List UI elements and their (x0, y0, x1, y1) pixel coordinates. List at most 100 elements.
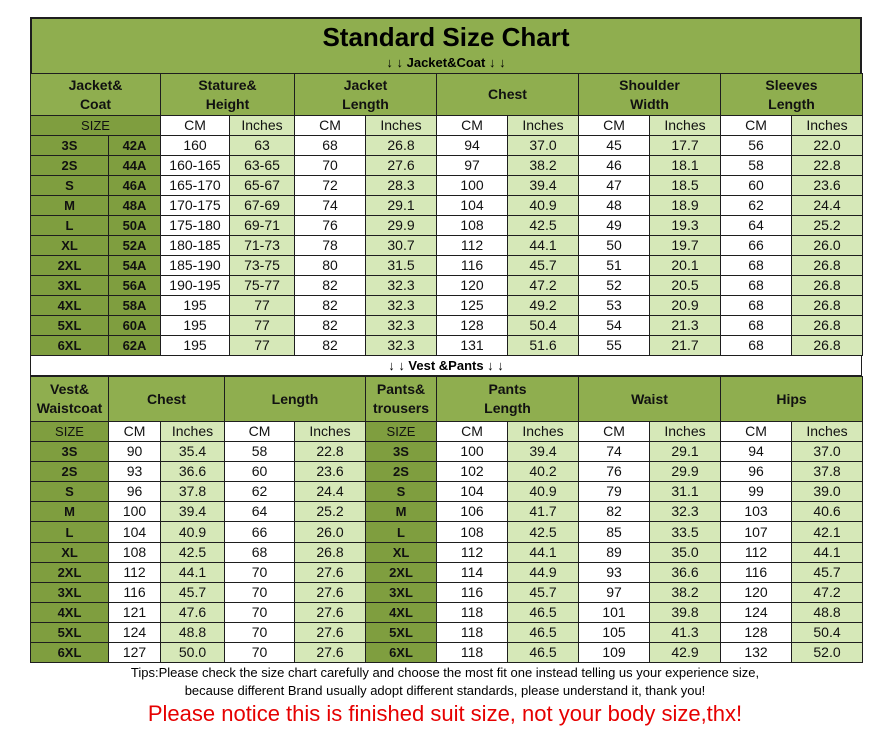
header-line: Length (768, 95, 815, 112)
value-cell: 124 (108, 622, 161, 643)
value-cell: 29.9 (365, 215, 437, 236)
value-cell: 80 (294, 255, 366, 276)
value-cell: 105 (578, 622, 650, 643)
value-cell: 26.8 (791, 315, 863, 336)
unit-header: SIZE (30, 115, 161, 136)
value-cell: 74 (578, 441, 650, 462)
value-cell: 58 (224, 441, 295, 462)
unit-header: Inches (507, 115, 579, 136)
value-cell: 42.5 (160, 542, 225, 563)
value-cell: 27.6 (294, 562, 366, 583)
value-cell: 175-180 (160, 215, 230, 236)
value-cell: 26.8 (791, 255, 863, 276)
value-cell: 42.5 (507, 521, 579, 543)
value-cell: 26.8 (791, 335, 863, 356)
value-cell: 56 (720, 135, 792, 156)
header-line: Waistcoat (36, 400, 103, 416)
value-cell: 76 (578, 461, 650, 482)
size-cell: 6XL (30, 335, 109, 356)
column-header: Chest (436, 73, 579, 116)
value-cell: 18.5 (649, 175, 721, 196)
value-cell: 37.0 (791, 441, 863, 462)
value-cell: 63 (229, 135, 295, 156)
value-cell: 160-165 (160, 155, 230, 176)
value-cell: 104 (436, 481, 508, 502)
value-cell: 28.3 (365, 175, 437, 196)
value-cell: 24.4 (294, 481, 366, 502)
value-cell: 45.7 (791, 562, 863, 583)
title-band (30, 17, 862, 73)
value-cell: 19.3 (649, 215, 721, 236)
value-cell: 47 (578, 175, 650, 196)
value-cell: 40.9 (160, 521, 225, 543)
value-cell: 78 (294, 235, 366, 256)
value-cell: 82 (578, 501, 650, 522)
value-cell: 68 (720, 255, 792, 276)
value-cell: 47.2 (507, 275, 579, 296)
value-cell: 20.5 (649, 275, 721, 296)
header-line: Chest (147, 390, 186, 407)
value-cell: 27.6 (365, 155, 437, 176)
header-line: Coat (79, 95, 112, 112)
value-cell: 112 (720, 542, 792, 563)
value-cell: 66 (224, 521, 295, 543)
value-cell: 26.0 (791, 235, 863, 256)
value-cell: 58 (720, 155, 792, 176)
value-cell: 42.5 (507, 215, 579, 236)
value-cell: 37.8 (791, 461, 863, 482)
unit-header: CM (578, 115, 650, 136)
value-cell: 32.3 (365, 315, 437, 336)
value-cell: 116 (436, 255, 508, 276)
value-cell: 99 (720, 481, 792, 502)
value-cell: 46.5 (507, 602, 579, 623)
value-cell: 45.7 (160, 582, 225, 603)
value-cell: 70 (224, 642, 295, 663)
value-cell: 35.4 (160, 441, 225, 462)
value-cell: 26.8 (791, 295, 863, 316)
value-cell: 50.4 (791, 622, 863, 643)
value-cell: 195 (160, 315, 230, 336)
unit-header: Inches (791, 421, 863, 442)
value-cell: 118 (436, 602, 508, 623)
value-cell: 24.4 (791, 195, 863, 216)
value-cell: 46.5 (507, 622, 579, 643)
value-cell: 32.3 (365, 275, 437, 296)
column-header: Shoulder Width (578, 73, 721, 116)
size-cell: M (365, 501, 437, 522)
unit-header: SIZE (365, 421, 437, 442)
value-cell: 118 (436, 642, 508, 663)
header-line: Width (630, 95, 669, 112)
value-cell: 40.9 (507, 481, 579, 502)
value-cell: 40.6 (791, 501, 863, 522)
value-cell: 93 (108, 461, 161, 482)
value-cell: 22.8 (294, 441, 366, 462)
value-cell: 70 (224, 622, 295, 643)
unit-header: CM (720, 421, 792, 442)
value-cell: 51 (578, 255, 650, 276)
value-cell: 63-65 (229, 155, 295, 176)
value-cell: 124 (720, 602, 792, 623)
value-cell: 109 (578, 642, 650, 663)
value-cell: 40.9 (507, 195, 579, 216)
title: Standard Size Chart (322, 21, 570, 52)
value-cell: 35.0 (649, 542, 721, 563)
value-cell: 118 (436, 622, 508, 643)
value-cell: 170-175 (160, 195, 230, 216)
value-cell: 69-71 (229, 215, 295, 236)
value-cell: 42.1 (791, 521, 863, 543)
size-cell: 4XL (365, 602, 437, 623)
value-cell: 39.4 (507, 441, 579, 462)
value-cell: 45.7 (507, 255, 579, 276)
value-cell: 26.8 (365, 135, 437, 156)
size-cell: 3S (30, 135, 109, 156)
value-cell: 50.4 (507, 315, 579, 336)
size-cell: 52A (108, 235, 161, 256)
size-cell: 3XL (30, 275, 109, 296)
value-cell: 39.4 (160, 501, 225, 522)
value-cell: 21.7 (649, 335, 721, 356)
value-cell: 70 (294, 155, 366, 176)
size-cell: M (30, 195, 109, 216)
unit-header: Inches (507, 421, 579, 442)
value-cell: 62 (720, 195, 792, 216)
value-cell: 116 (436, 582, 508, 603)
